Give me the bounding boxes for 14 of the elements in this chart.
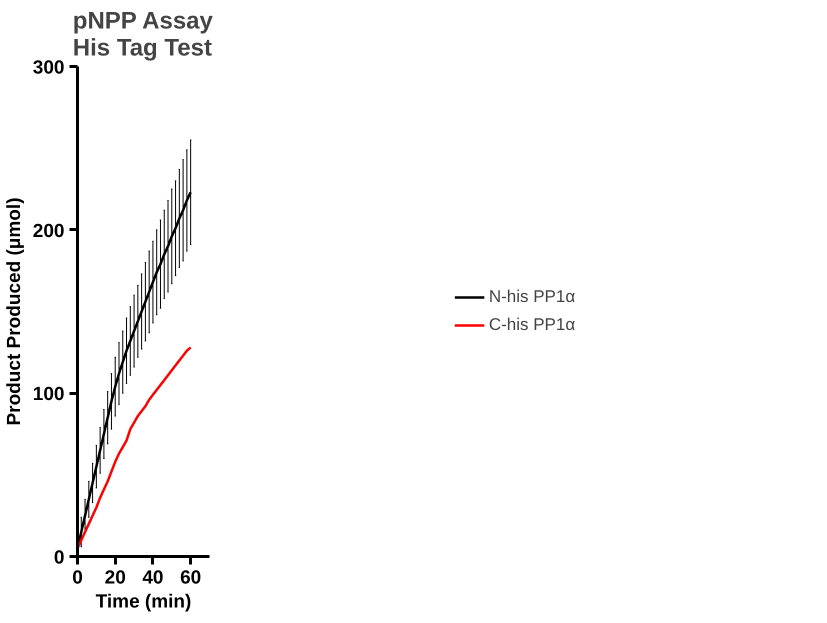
legend-label: N-his PP1α: [488, 287, 576, 307]
x-axis-title: Time (min): [96, 592, 192, 612]
x-tick-label: 60: [180, 568, 202, 588]
y-axis-title: Product Produced (μmol): [4, 197, 25, 426]
chart-title: pNPP Assay His Tag Test: [72, 8, 214, 62]
x-tick-label: 40: [142, 568, 164, 588]
y-tick-label: 0: [54, 548, 65, 568]
y-tick-label: 200: [32, 220, 64, 242]
legend-label: C-his PP1α: [488, 315, 576, 335]
line-series: [78, 346, 192, 550]
y-tick-label: 100: [32, 384, 64, 406]
x-tick-label: 20: [104, 568, 126, 588]
y-tick-label: 300: [32, 58, 64, 78]
x-tick-label: 0: [72, 568, 83, 588]
